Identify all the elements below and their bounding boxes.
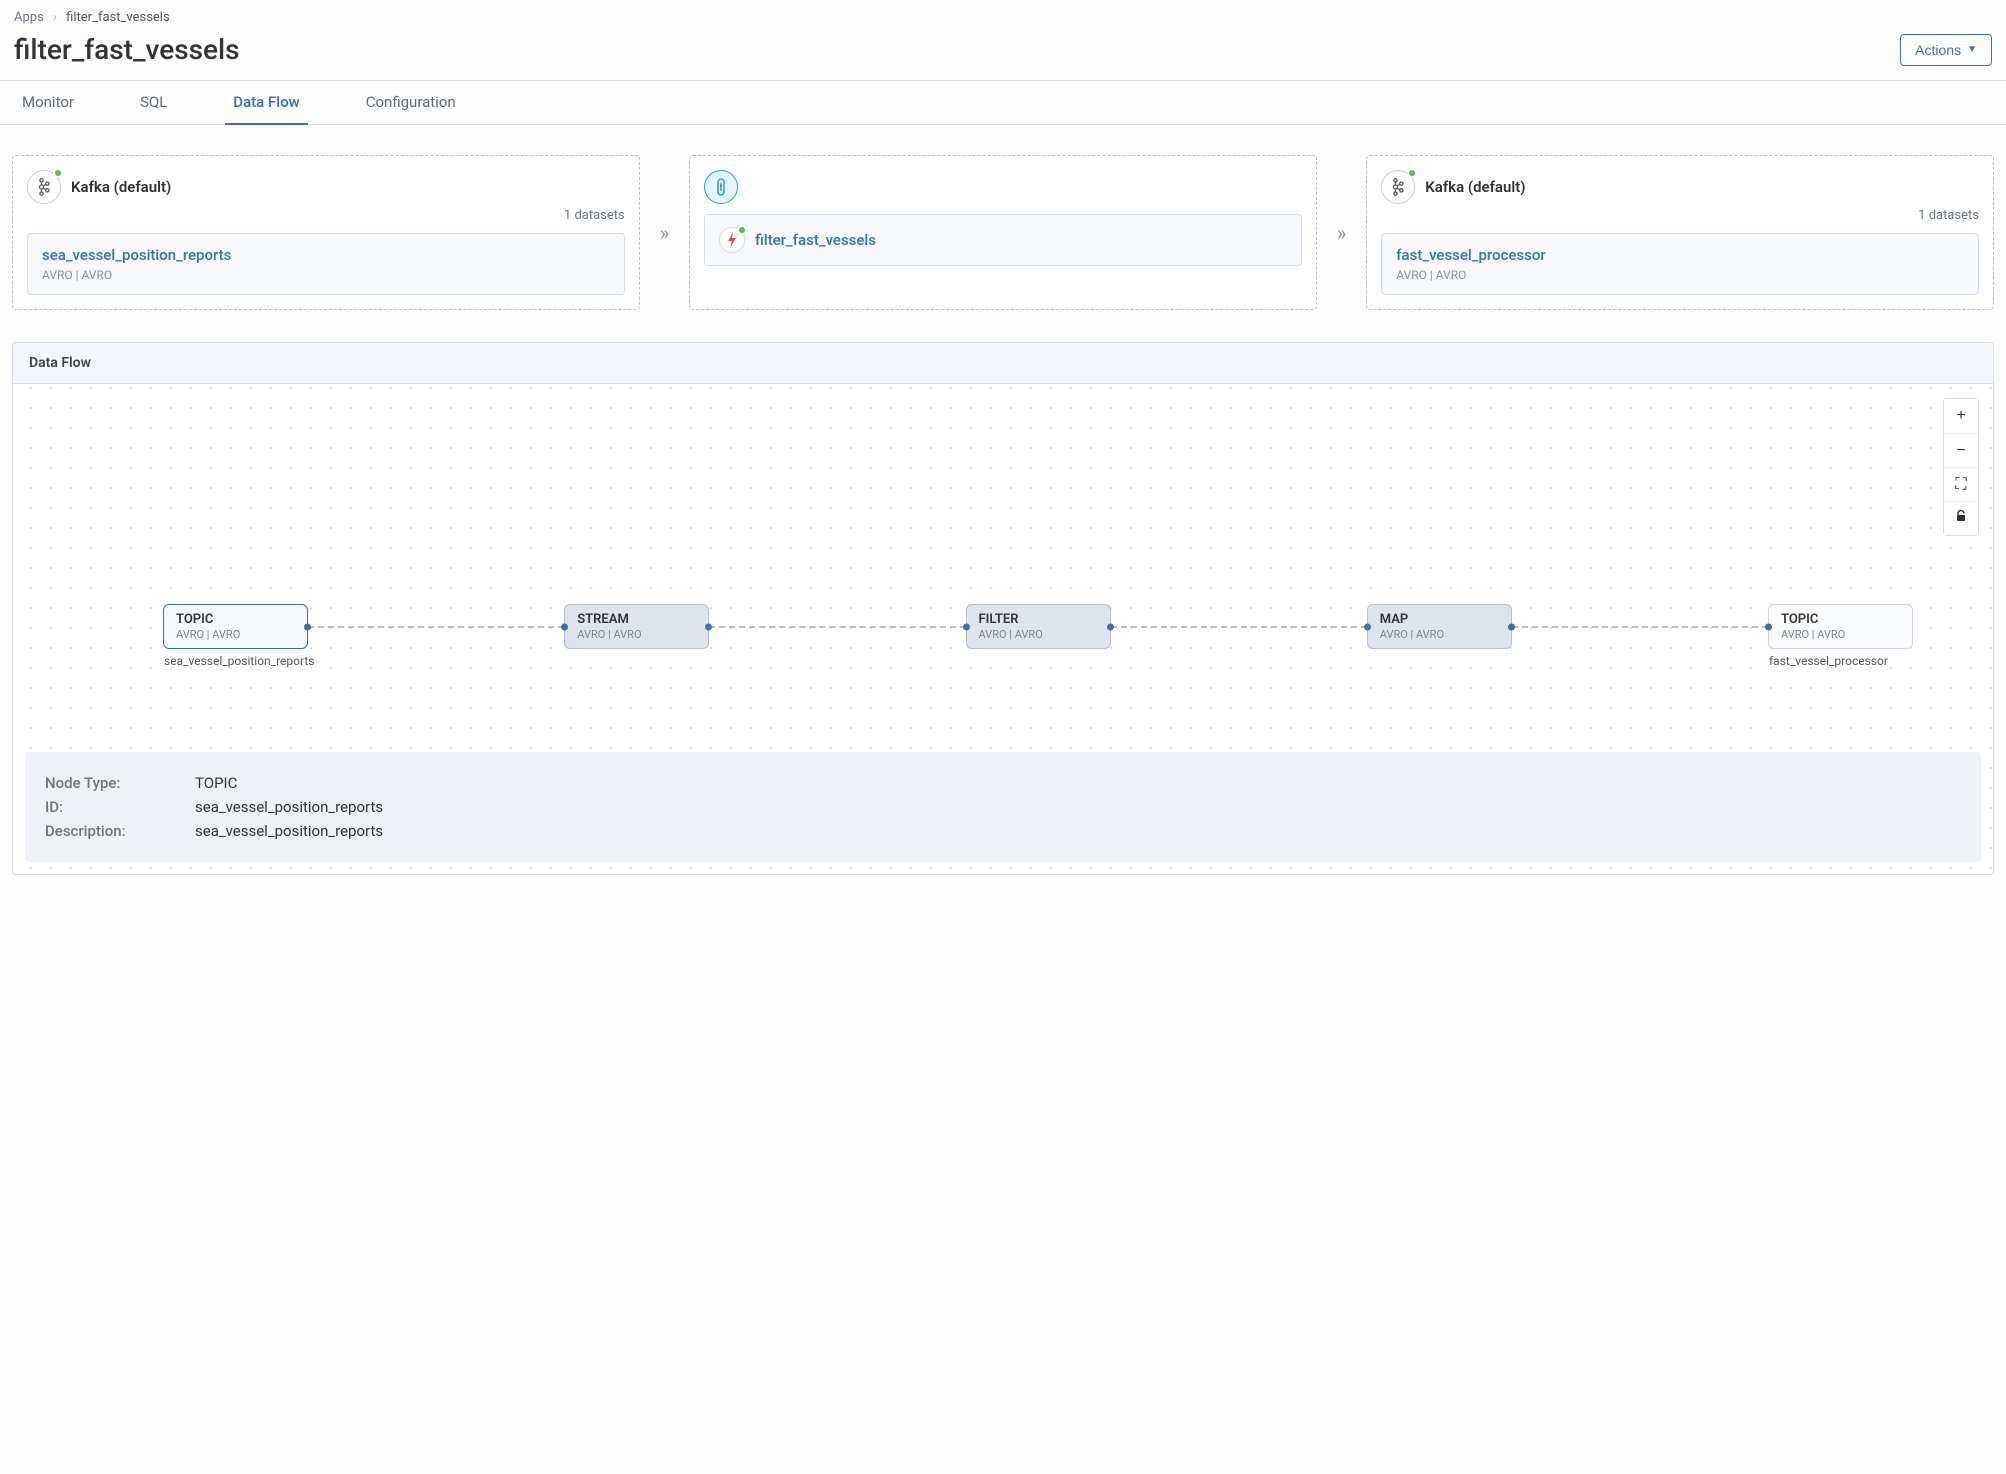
connector <box>308 626 564 628</box>
lock-button[interactable] <box>1944 501 1978 535</box>
arrow-right-icon: » <box>656 155 673 310</box>
status-dot-icon <box>1408 169 1416 177</box>
node-type: MAP <box>1380 612 1499 627</box>
connector <box>1512 626 1768 628</box>
expand-icon: ⛶ <box>1955 476 1966 494</box>
pipeline-sink-box: Kafka (default) 1 datasets fast_vessel_p… <box>1366 155 1994 310</box>
processor-dataset-card[interactable]: filter_fast_vessels <box>704 214 1302 266</box>
source-dataset-meta: AVRO | AVRO <box>42 268 231 282</box>
node-meta: AVRO | AVRO <box>1781 628 1900 641</box>
port-icon <box>561 623 568 630</box>
pipeline-processor-box: filter_fast_vessels <box>689 155 1317 310</box>
tab-monitor[interactable]: Monitor <box>14 81 82 124</box>
node-details-panel: Node Type: TOPIC ID: sea_vessel_position… <box>25 752 1981 862</box>
minus-icon: − <box>1956 442 1965 460</box>
port-icon <box>304 623 311 630</box>
pipeline-source-count: 1 datasets <box>27 208 625 223</box>
flow-node-stream[interactable]: STREAM AVRO | AVRO <box>564 604 709 649</box>
kafka-icon <box>1381 170 1415 204</box>
breadcrumb-current: filter_fast_vessels <box>66 10 170 25</box>
tab-data-flow[interactable]: Data Flow <box>225 81 307 125</box>
pipeline-source-box: Kafka (default) 1 datasets sea_vessel_po… <box>12 155 640 310</box>
port-icon <box>1508 623 1515 630</box>
detail-value-description: sea_vessel_position_reports <box>195 822 383 840</box>
zoom-out-button[interactable]: − <box>1944 433 1978 467</box>
sink-dataset-name: fast_vessel_processor <box>1396 246 1545 264</box>
connector <box>1111 626 1367 628</box>
plus-icon: + <box>1956 407 1965 425</box>
status-dot-icon <box>54 169 62 177</box>
connector <box>709 626 965 628</box>
fullscreen-button[interactable]: ⛶ <box>1944 467 1978 501</box>
port-icon <box>1107 623 1114 630</box>
dataflow-panel-title: Data Flow <box>13 343 1993 384</box>
pipeline-sink-count: 1 datasets <box>1381 208 1979 223</box>
port-icon <box>963 623 970 630</box>
node-meta: AVRO | AVRO <box>1380 628 1499 641</box>
status-dot-icon <box>738 226 746 234</box>
bolt-icon <box>719 227 745 253</box>
canvas-toolbar: + − ⛶ <box>1943 398 1979 536</box>
dataflow-canvas[interactable]: + − ⛶ TOPIC AVRO | AVRO sea_vessel_posit… <box>13 384 1993 874</box>
node-type: FILTER <box>979 612 1098 627</box>
pipeline-source-title: Kafka (default) <box>71 178 171 196</box>
node-meta: AVRO | AVRO <box>176 628 295 641</box>
chevron-right-icon: › <box>53 10 57 25</box>
lock-icon <box>1954 509 1968 528</box>
actions-button-label: Actions <box>1915 42 1961 58</box>
flow-row: TOPIC AVRO | AVRO sea_vessel_position_re… <box>163 604 1913 649</box>
source-dataset-card[interactable]: sea_vessel_position_reports AVRO | AVRO <box>27 233 625 295</box>
node-type: TOPIC <box>1781 612 1900 627</box>
detail-value-id: sea_vessel_position_reports <box>195 798 383 816</box>
node-meta: AVRO | AVRO <box>979 628 1098 641</box>
kafka-icon <box>27 170 61 204</box>
processor-icon <box>704 170 738 204</box>
node-label: sea_vessel_position_reports <box>164 654 314 668</box>
node-type: STREAM <box>577 612 696 627</box>
breadcrumb: Apps › filter_fast_vessels <box>0 0 2006 25</box>
page-title: filter_fast_vessels <box>14 33 240 66</box>
dataflow-panel: Data Flow + − ⛶ TOPIC AVRO | AVRO sea_ve… <box>12 342 1994 875</box>
actions-button[interactable]: Actions ▼ <box>1900 34 1992 66</box>
node-meta: AVRO | AVRO <box>577 628 696 641</box>
pipeline-sink-title: Kafka (default) <box>1425 178 1525 196</box>
tabs: Monitor SQL Data Flow Configuration <box>0 80 2006 125</box>
flow-node-map[interactable]: MAP AVRO | AVRO <box>1367 604 1512 649</box>
source-dataset-name: sea_vessel_position_reports <box>42 246 231 264</box>
flow-node-filter[interactable]: FILTER AVRO | AVRO <box>966 604 1111 649</box>
port-icon <box>1364 623 1371 630</box>
tab-sql[interactable]: SQL <box>132 81 175 124</box>
node-type: TOPIC <box>176 612 295 627</box>
detail-value-node-type: TOPIC <box>195 774 237 792</box>
sink-dataset-card[interactable]: fast_vessel_processor AVRO | AVRO <box>1381 233 1979 295</box>
detail-label-node-type: Node Type: <box>45 774 195 792</box>
arrow-right-icon: » <box>1333 155 1350 310</box>
caret-down-icon: ▼ <box>1967 44 1977 55</box>
node-label: fast_vessel_processor <box>1769 654 1888 668</box>
flow-node-topic-source[interactable]: TOPIC AVRO | AVRO sea_vessel_position_re… <box>163 604 308 649</box>
pipeline-summary: Kafka (default) 1 datasets sea_vessel_po… <box>0 125 2006 330</box>
detail-label-id: ID: <box>45 798 195 816</box>
breadcrumb-root[interactable]: Apps <box>14 10 44 25</box>
flow-node-topic-sink[interactable]: TOPIC AVRO | AVRO fast_vessel_processor <box>1768 604 1913 649</box>
detail-label-description: Description: <box>45 822 195 840</box>
port-icon <box>1765 623 1772 630</box>
processor-dataset-name: filter_fast_vessels <box>755 231 876 249</box>
sink-dataset-meta: AVRO | AVRO <box>1396 268 1545 282</box>
tab-configuration[interactable]: Configuration <box>358 81 464 124</box>
zoom-in-button[interactable]: + <box>1944 399 1978 433</box>
port-icon <box>705 623 712 630</box>
